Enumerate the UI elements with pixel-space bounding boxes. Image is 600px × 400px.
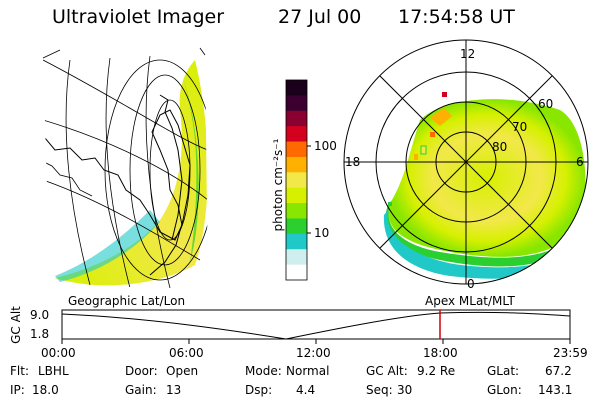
dayglow-crescent	[55, 60, 208, 286]
geographic-caption: Geographic Lat/Lon	[68, 294, 186, 308]
colorbar-tick-10: 10	[314, 226, 330, 240]
gain-label: Gain:	[125, 383, 157, 397]
mlt-label-left: 18	[345, 155, 361, 169]
colorbar-tick-100: 100	[314, 139, 337, 153]
timeline-ytick-top: 9.0	[30, 308, 50, 322]
colorbar-segment	[286, 110, 307, 127]
colorbar-segment	[286, 95, 307, 112]
filter-value: LBHL	[38, 364, 69, 378]
mlt-label-top: 12	[460, 47, 476, 61]
ip-value: 18.0	[32, 383, 59, 397]
timeline-ytick-bottom: 1.8	[30, 327, 50, 341]
colorbar-segment	[286, 218, 307, 235]
time-label: 17:54:58 UT	[398, 6, 515, 28]
polar-caption: Apex MLat/MLT	[425, 294, 515, 308]
geographic-panel	[42, 47, 208, 289]
colorbar-segment	[286, 264, 307, 281]
glon-label: GLon:	[487, 383, 522, 397]
gc-alt-value: 9.2 Re	[417, 364, 456, 378]
colorbar	[286, 80, 307, 281]
colorbar-segment	[286, 249, 307, 266]
glon-value: 143.1	[538, 383, 573, 397]
timeline-xtick-1: 06:00	[169, 346, 204, 360]
colorbar-segment	[286, 187, 307, 204]
lat-label-60: 60	[538, 97, 554, 111]
timeline-xtick-2: 12:00	[296, 346, 331, 360]
timeline-xtick-3: 18:00	[423, 346, 458, 360]
mlt-label-right: 6	[576, 155, 584, 169]
mode-value: Normal	[286, 364, 330, 378]
colorbar-segment	[286, 203, 307, 219]
timeline-plot	[61, 309, 571, 344]
seq-value: 30	[397, 383, 413, 397]
dsp-value: 4.4	[296, 383, 316, 397]
polar-panel	[343, 39, 589, 285]
filter-label: Flt:	[10, 364, 29, 378]
timeline-xtick-0: 00:00	[41, 346, 76, 360]
seq-label: Seq:	[366, 383, 393, 397]
colorbar-segment	[286, 141, 307, 158]
altitude-curve	[61, 311, 571, 340]
colorbar-segment	[286, 126, 307, 143]
coastline	[43, 109, 191, 276]
auroral-oval	[388, 99, 586, 257]
glat-value: 67.2	[545, 364, 572, 378]
door-label: Door:	[125, 364, 158, 378]
ip-label: IP:	[10, 383, 25, 397]
gc-alt-label: GC Alt:	[366, 364, 408, 378]
timeline-xtick-4: 23:59	[553, 346, 588, 360]
mode-label: Mode:	[245, 364, 282, 378]
gain-value: 13	[166, 383, 182, 397]
glat-label: GLat:	[487, 364, 520, 378]
colorbar-unit-label: photon cm⁻²s⁻¹	[271, 138, 285, 232]
colorbar-segment	[286, 172, 307, 189]
door-value: Open	[166, 364, 199, 378]
mlt-label-bottom: 0	[467, 277, 475, 291]
timeline-ylabel: GC Alt	[9, 306, 23, 344]
dsp-label: Dsp:	[245, 383, 273, 397]
date-label: 27 Jul 00	[278, 6, 362, 28]
lat-label-80: 80	[492, 140, 508, 154]
colorbar-segment	[286, 156, 307, 173]
lat-label-70: 70	[512, 120, 528, 134]
instrument-title: Ultraviolet Imager	[52, 6, 225, 28]
colorbar-segment	[286, 233, 307, 250]
colorbar-segment	[286, 80, 307, 96]
